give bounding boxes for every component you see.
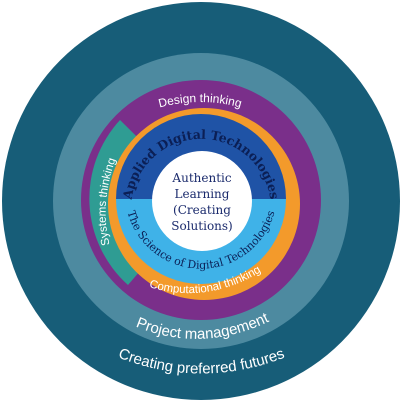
center-circle	[152, 151, 252, 251]
center-line-3: (Creating	[173, 203, 231, 217]
design-ring-label: Design thinking	[157, 91, 243, 110]
center-line-2: Learning	[175, 187, 230, 201]
center-line-1: Authentic	[171, 171, 231, 185]
center-line-4: Solutions)	[171, 219, 232, 233]
